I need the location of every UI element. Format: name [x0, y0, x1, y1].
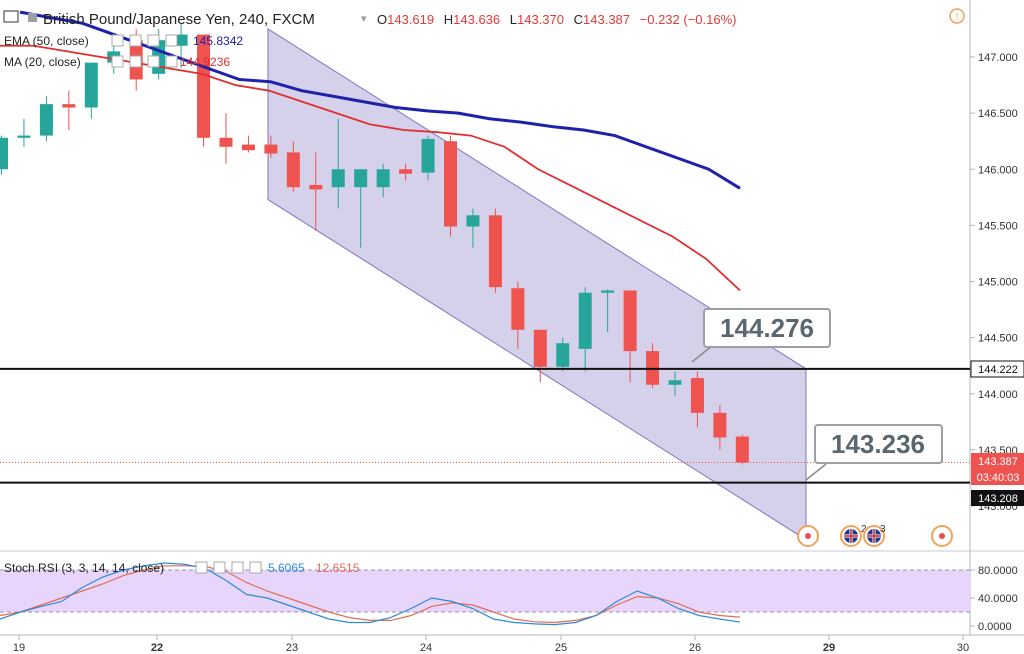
- price-tag-lower: 143.208: [971, 490, 1024, 506]
- low-value: 143.370: [517, 12, 564, 27]
- candle-body[interactable]: [399, 169, 413, 174]
- svg-text:O143.619 H143.636: O143.619 H143.636 L143.370 C143.387 −0.2…: [377, 12, 737, 27]
- candle-body[interactable]: [331, 169, 345, 188]
- stoch-tick-label: 80.0000: [978, 565, 1018, 577]
- candle-body[interactable]: [668, 380, 682, 385]
- close-value: 143.387: [583, 12, 630, 27]
- candle-body[interactable]: [286, 152, 300, 188]
- event-marker-1[interactable]: [797, 525, 819, 547]
- candle-body[interactable]: [264, 144, 278, 154]
- candle-body[interactable]: [466, 215, 480, 227]
- flag-count-1: 2: [861, 524, 867, 535]
- candle-body[interactable]: [376, 169, 390, 188]
- ema-value: 145.8342: [193, 34, 243, 48]
- time-tick-label: 26: [689, 642, 701, 654]
- stoch-rsi-lines-group: [0, 562, 741, 626]
- candle-body[interactable]: [556, 343, 570, 367]
- candle-body[interactable]: [241, 144, 255, 151]
- ma-label[interactable]: MA (20, close): [4, 55, 81, 69]
- candle-body[interactable]: [713, 412, 727, 438]
- descending-channel[interactable]: [267, 28, 807, 541]
- price-tag-countdown: 03:40:03: [971, 469, 1024, 485]
- candle-body[interactable]: [197, 34, 211, 138]
- stoch-label[interactable]: Stoch RSI (3, 3, 14, 14, close): [4, 561, 164, 575]
- price-scale: 147.000 146.500 146.000 145.500 145.000 144.5…: [970, 52, 1018, 513]
- stoch-tick-label: 0.0000: [978, 621, 1012, 633]
- uk-flag-event-2[interactable]: 3: [863, 524, 886, 547]
- chevron-down-icon[interactable]: ▾: [361, 13, 367, 25]
- candle-body[interactable]: [84, 62, 98, 108]
- candle-body[interactable]: [623, 290, 637, 352]
- candle-body[interactable]: [354, 169, 368, 188]
- candle-body[interactable]: [39, 104, 53, 136]
- candle-body[interactable]: [601, 290, 615, 293]
- stoch-d-line[interactable]: [0, 565, 741, 624]
- candles-group: [0, 23, 749, 465]
- candle-body[interactable]: [309, 184, 323, 190]
- high-value: 143.636: [453, 12, 500, 27]
- stoch-k-value: 5.6065: [268, 561, 305, 575]
- candle-body[interactable]: [488, 215, 502, 288]
- candle-body[interactable]: [62, 104, 76, 108]
- chart-header: British Pound/Japanese Yen, 240, FXCM ▾ …: [3, 8, 965, 575]
- price-tick-label: 147.000: [978, 52, 1018, 64]
- candle-body[interactable]: [17, 135, 31, 138]
- callout-upper-text: 144.276: [720, 313, 814, 343]
- stoch-k-line[interactable]: [0, 562, 741, 626]
- svg-text:03:40:03: 03:40:03: [977, 472, 1020, 484]
- time-tick-label: 23: [286, 642, 298, 654]
- price-tick-label: 144.000: [978, 389, 1018, 401]
- price-tick-label: 145.000: [978, 277, 1018, 289]
- event-marker-2[interactable]: [931, 525, 953, 547]
- stoch-scale: 80.0000 40.0000 0.0000: [970, 565, 1018, 633]
- svg-text:!: !: [956, 12, 959, 23]
- candle-body[interactable]: [174, 34, 188, 46]
- ma-legend-icons[interactable]: [111, 55, 178, 68]
- callout-upper[interactable]: 144.276: [691, 308, 831, 363]
- time-tick-label: 24: [420, 642, 432, 654]
- callout-lower-text: 143.236: [831, 429, 925, 459]
- candle-body[interactable]: [533, 329, 547, 367]
- open-value: 143.619: [387, 12, 434, 27]
- ema-label[interactable]: EMA (50, close): [4, 34, 89, 48]
- svg-text:143.208: 143.208: [978, 493, 1018, 505]
- stoch-overbought-oversold-band: [0, 570, 970, 612]
- candle-body[interactable]: [0, 137, 8, 170]
- svg-text:143.387: 143.387: [978, 456, 1018, 468]
- candle-body[interactable]: [219, 137, 233, 147]
- price-tick-label: 146.500: [978, 108, 1018, 120]
- stoch-legend-icons[interactable]: [195, 561, 262, 574]
- candle-body[interactable]: [735, 436, 749, 463]
- flag-count-2: 3: [880, 524, 886, 535]
- candle-body[interactable]: [511, 288, 525, 330]
- ema-legend-icons[interactable]: [111, 34, 178, 47]
- ma-value: 144.9236: [180, 55, 230, 69]
- time-tick-label: 25: [555, 642, 567, 654]
- price-tick-label: 145.500: [978, 220, 1018, 232]
- price-tick-label: 146.000: [978, 164, 1018, 176]
- candle-body[interactable]: [690, 378, 704, 413]
- candle-body[interactable]: [444, 141, 457, 227]
- candle-body[interactable]: [421, 138, 435, 173]
- symbol-title[interactable]: British Pound/Japanese Yen, 240, FXCM: [43, 11, 315, 28]
- time-tick-label: 22: [151, 642, 163, 654]
- callout-lower[interactable]: 143.236: [805, 424, 943, 481]
- stoch-d-value: 12.6515: [316, 561, 360, 575]
- svg-text:144.222: 144.222: [978, 364, 1018, 376]
- time-tick-label: 29: [823, 642, 835, 654]
- price-tag-last: 143.387: [971, 453, 1024, 469]
- time-tick-label: 30: [957, 642, 969, 654]
- change-value: −0.232 (−0.16%): [640, 12, 737, 27]
- stoch-tick-label: 40.0000: [978, 593, 1018, 605]
- symbol-square-icon: [28, 13, 37, 22]
- candle-body[interactable]: [578, 292, 592, 349]
- price-tag-upper: 144.222: [970, 360, 1024, 378]
- price-tick-label: 144.500: [978, 333, 1018, 345]
- time-axis: 19 22 23 24 25 26 29 30: [13, 635, 969, 654]
- uk-flag-event-1[interactable]: 2: [840, 524, 867, 547]
- warning-icon[interactable]: [949, 8, 965, 24]
- time-tick-label: 19: [13, 642, 25, 654]
